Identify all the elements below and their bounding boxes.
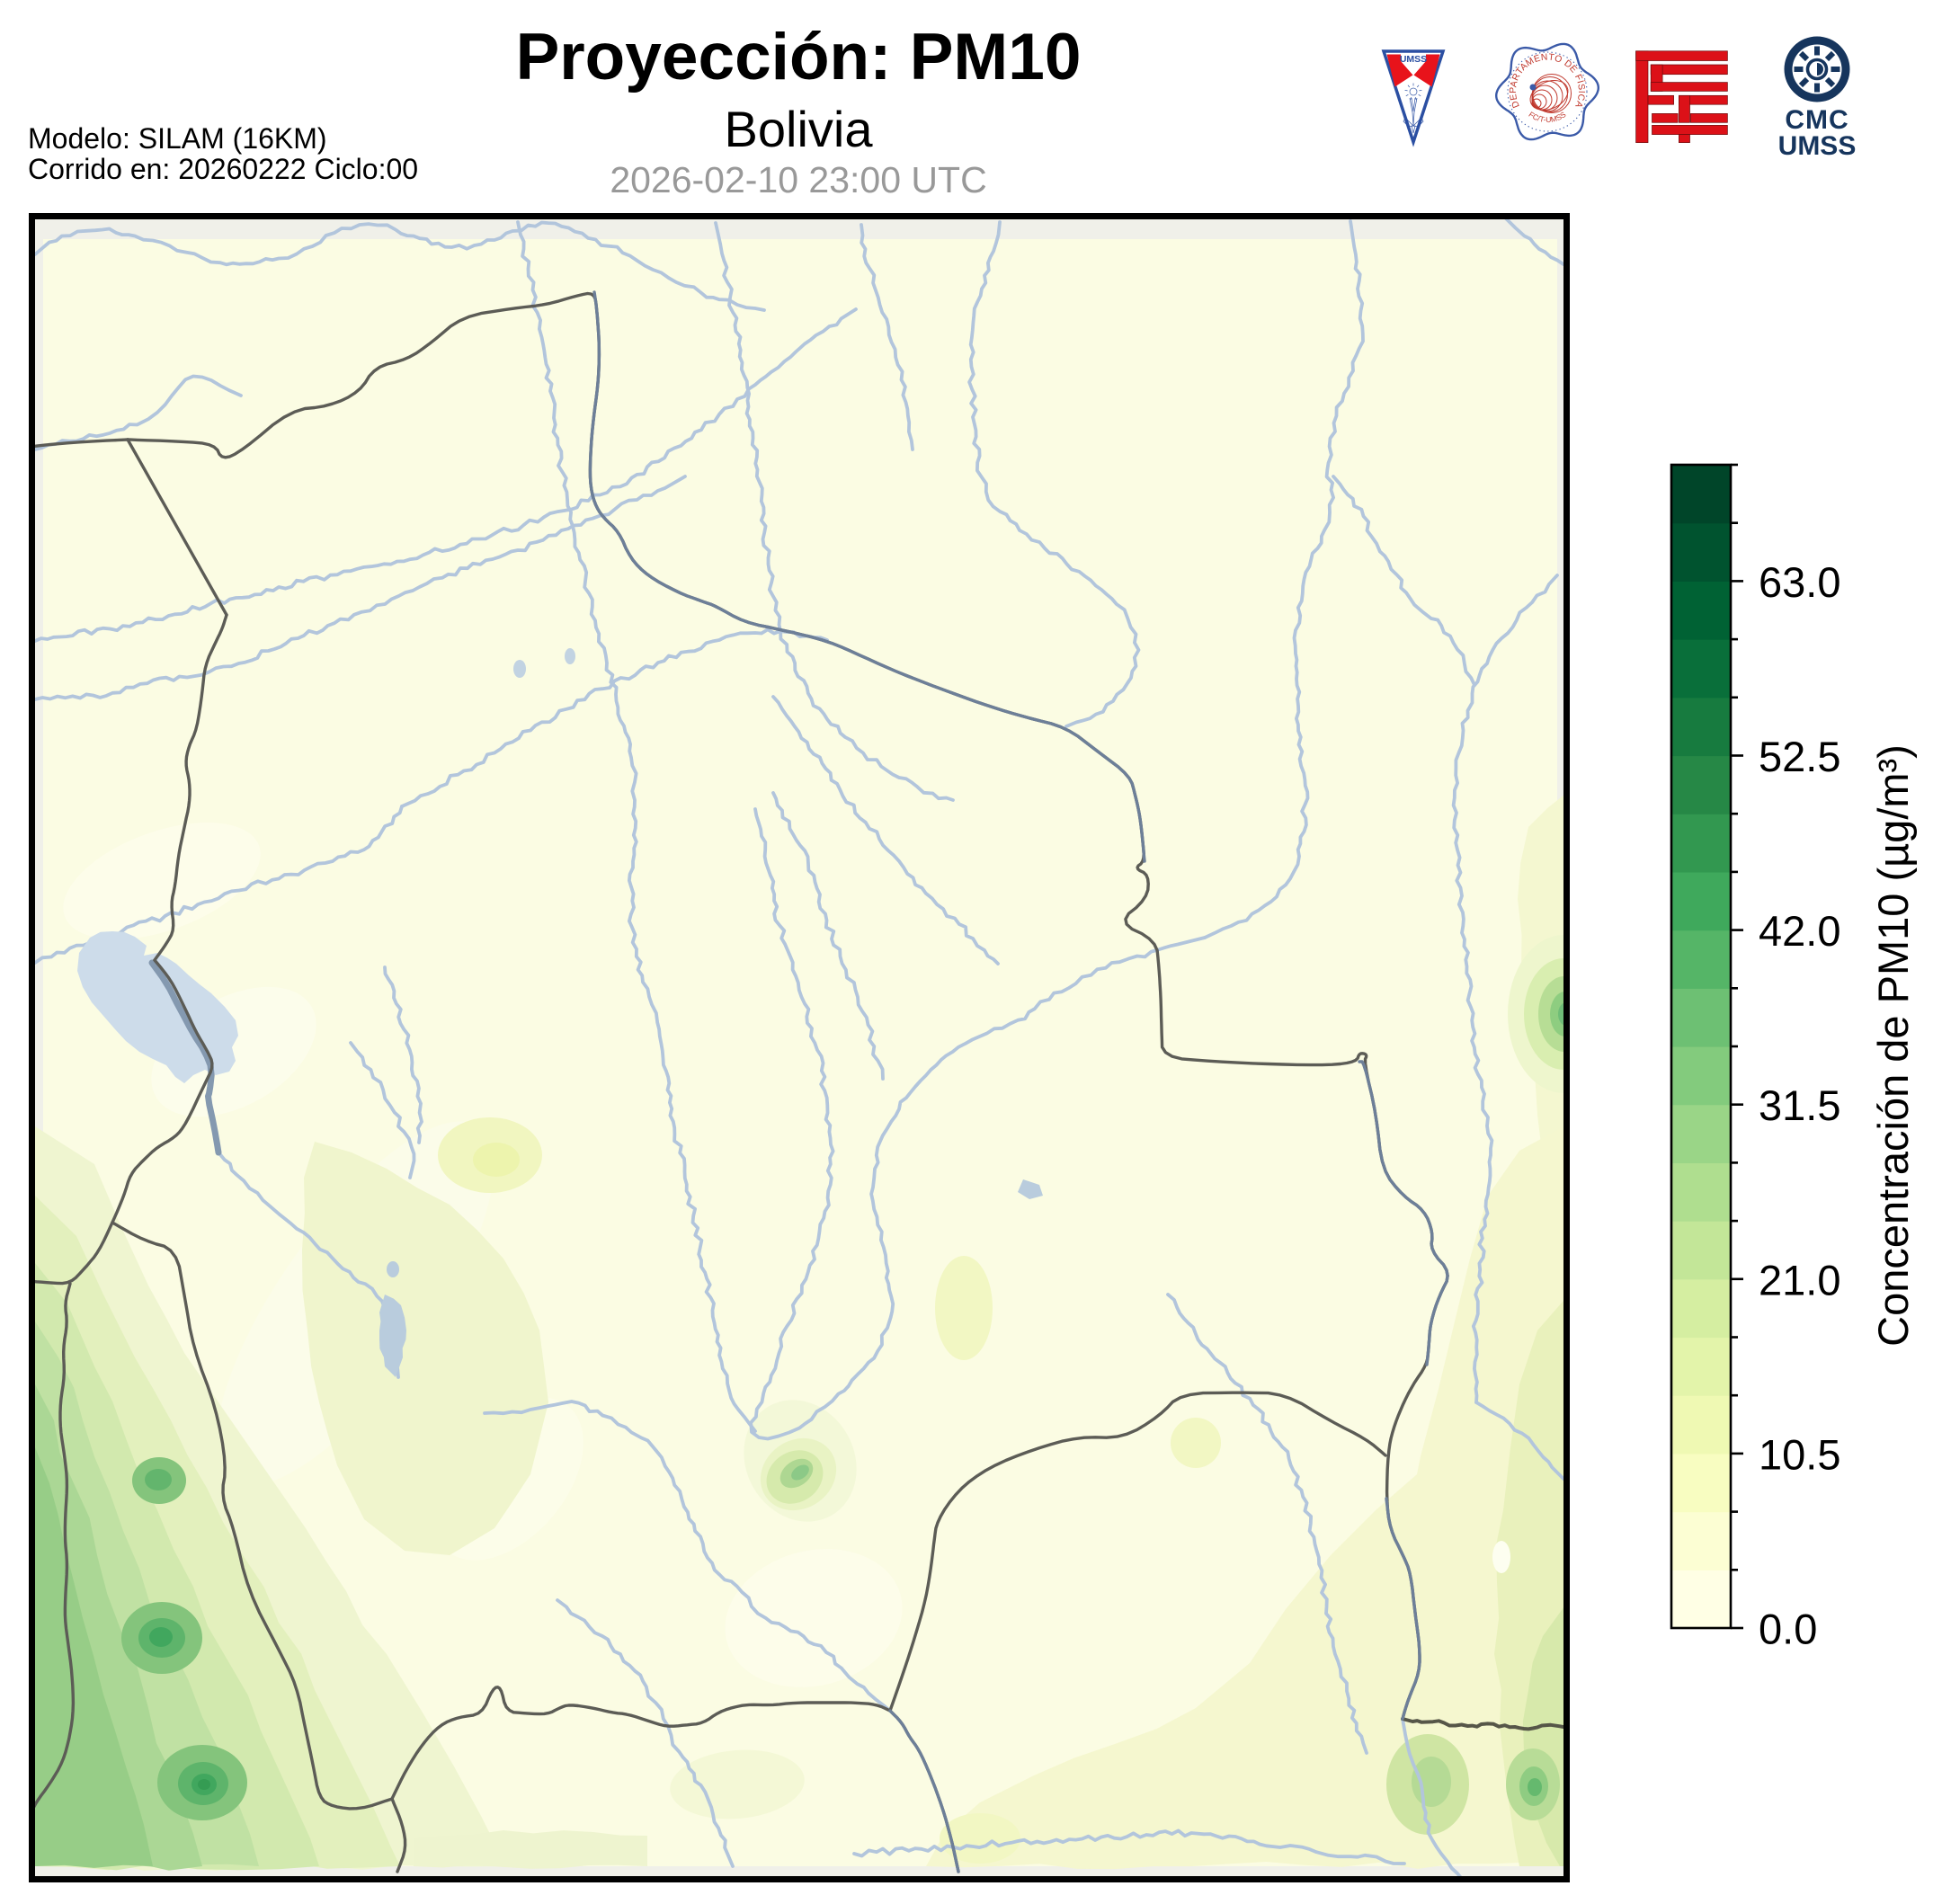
svg-text:0.0: 0.0 — [1759, 1606, 1817, 1653]
svg-text:42.0: 42.0 — [1759, 907, 1840, 955]
svg-text:2026-02-10 23:00 UTC: 2026-02-10 23:00 UTC — [610, 159, 986, 200]
svg-text:UMSS: UMSS — [1778, 131, 1857, 161]
svg-text:Concentración de PM10 (µg/m³): Concentración de PM10 (µg/m³) — [1869, 744, 1917, 1347]
svg-text:Modelo: SILAM (16KM): Modelo: SILAM (16KM) — [28, 122, 327, 155]
svg-text:FC/T-UMSS: FC/T-UMSS — [1528, 110, 1568, 124]
svg-text:21.0: 21.0 — [1759, 1256, 1840, 1303]
svg-text:52.5: 52.5 — [1759, 733, 1840, 780]
svg-text:63.0: 63.0 — [1759, 558, 1840, 606]
svg-text:Corrido en: 20260222 Ciclo:00: Corrido en: 20260222 Ciclo:00 — [28, 153, 418, 185]
svg-text:CMC: CMC — [1785, 105, 1848, 135]
svg-text:UMSS: UMSS — [1400, 54, 1427, 65]
svg-text:31.5: 31.5 — [1759, 1081, 1840, 1129]
svg-text:Bolivia: Bolivia — [725, 101, 874, 157]
svg-text:Proyección: PM10: Proyección: PM10 — [516, 21, 1082, 93]
svg-text:10.5: 10.5 — [1759, 1430, 1840, 1478]
